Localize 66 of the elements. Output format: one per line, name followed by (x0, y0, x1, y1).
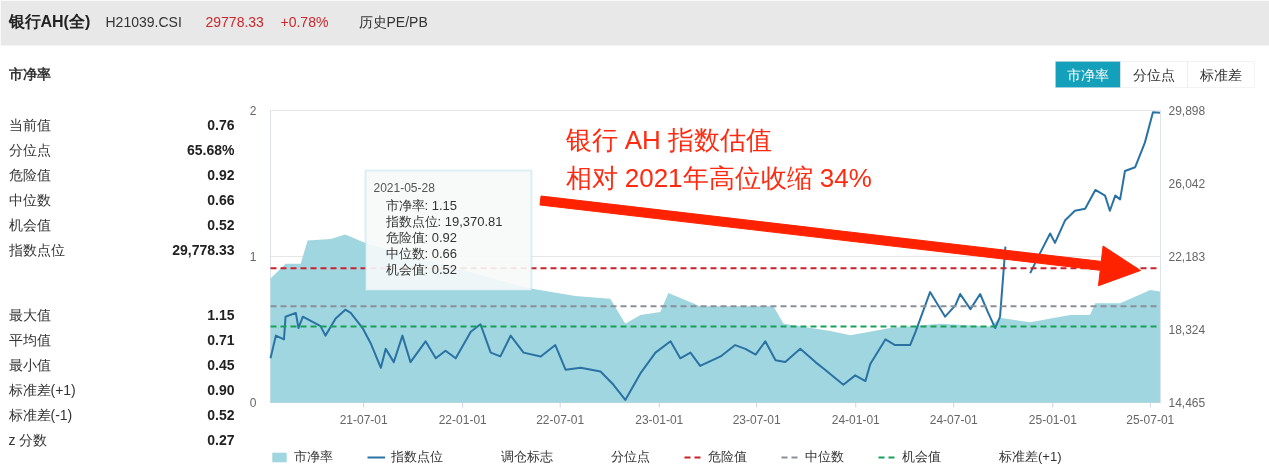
text: 29778.33 (205, 13, 265, 30)
x-tick-label: 25-01-01 (1028, 413, 1078, 427)
text: 市净率 (1067, 66, 1109, 83)
legend-label: 指数点位 (391, 448, 443, 466)
text: 0.52 (207, 216, 235, 233)
text: 1.15 (207, 306, 235, 323)
text: 0.52 (207, 406, 235, 423)
annotation: 危险值: 0.92 (385, 230, 458, 245)
x-tick-label: 23-01-01 (635, 413, 684, 427)
text: 0.27 (207, 431, 235, 448)
y2-tick-label: 14,465 (1168, 396, 1206, 410)
annotation: 中位数: 0.66 (385, 246, 458, 261)
annotation: 2021-05-28 (373, 181, 436, 195)
legend-label: 机会值 (902, 448, 941, 466)
y-tick-label: 2 (249, 104, 257, 118)
text: 指数点位 (7, 241, 65, 258)
text: +0.78% (280, 13, 329, 30)
y-tick-label: 0 (249, 396, 257, 410)
y2-tick-label: 26,042 (1168, 176, 1206, 191)
x-tick-label: 22-07-01 (536, 413, 585, 427)
text: 0.45 (207, 356, 235, 373)
text: 65.68% (187, 141, 236, 158)
text: 分位点 (8, 141, 51, 158)
text: 中位数 (8, 191, 51, 208)
legend-label: 市净率 (294, 448, 333, 466)
text: 标准差(+1) (7, 381, 76, 398)
text: 最小值 (8, 356, 51, 373)
x-tick-label: 23-07-01 (732, 413, 782, 427)
text: H21039.CSI (105, 13, 182, 30)
text: 标准差 (1199, 66, 1242, 83)
x-tick-label: 22-01-01 (438, 413, 488, 427)
text: 历史PE/PB (358, 13, 428, 30)
text: 标准差(+1) (999, 448, 1062, 466)
text: 0.92 (207, 166, 235, 183)
text: 0.66 (207, 191, 235, 208)
x-tick-label: 24-01-01 (831, 413, 881, 427)
annotation: 市净率: 1.15 (385, 198, 458, 213)
y2-tick-label: 29,898 (1168, 104, 1206, 118)
text: 危险值 (8, 166, 51, 183)
text: 分位点 (1133, 66, 1175, 83)
y-tick-label: 1 (249, 250, 257, 264)
text: 最大值 (8, 306, 51, 323)
text: 市净率 (7, 65, 51, 82)
y2-tick-label: 18,324 (1168, 322, 1206, 337)
text: z 分数 (8, 431, 48, 448)
text: 平均值 (8, 331, 51, 348)
text: 0.76 (207, 116, 235, 133)
y2-tick-label: 22,183 (1168, 249, 1206, 264)
text: 0.71 (207, 331, 235, 348)
text: 当前值 (8, 116, 51, 133)
text: 0.90 (207, 381, 235, 398)
text: 调仓标志 (501, 448, 553, 466)
legend-label: 中位数 (805, 448, 844, 466)
annotation: 指数点位: 19,370.81 (384, 214, 503, 229)
x-tick-label: 21-07-01 (339, 413, 388, 427)
x-tick-label: 24-07-01 (929, 413, 979, 427)
legend-label: 危险值 (708, 448, 747, 466)
x-tick-label: 25-07-01 (1126, 413, 1175, 427)
text: 分位点 (611, 448, 650, 466)
annotation: 相对 2021年高位收缩 34% (565, 162, 872, 193)
text: 标准差(-1) (7, 406, 73, 423)
text: 银行AH(全) (7, 13, 91, 30)
annotation: 机会值: 0.52 (385, 262, 458, 277)
text: 机会值 (8, 216, 51, 233)
text: 29,778.33 (172, 241, 235, 258)
annotation: 银行 AH 指数估值 (564, 124, 773, 155)
